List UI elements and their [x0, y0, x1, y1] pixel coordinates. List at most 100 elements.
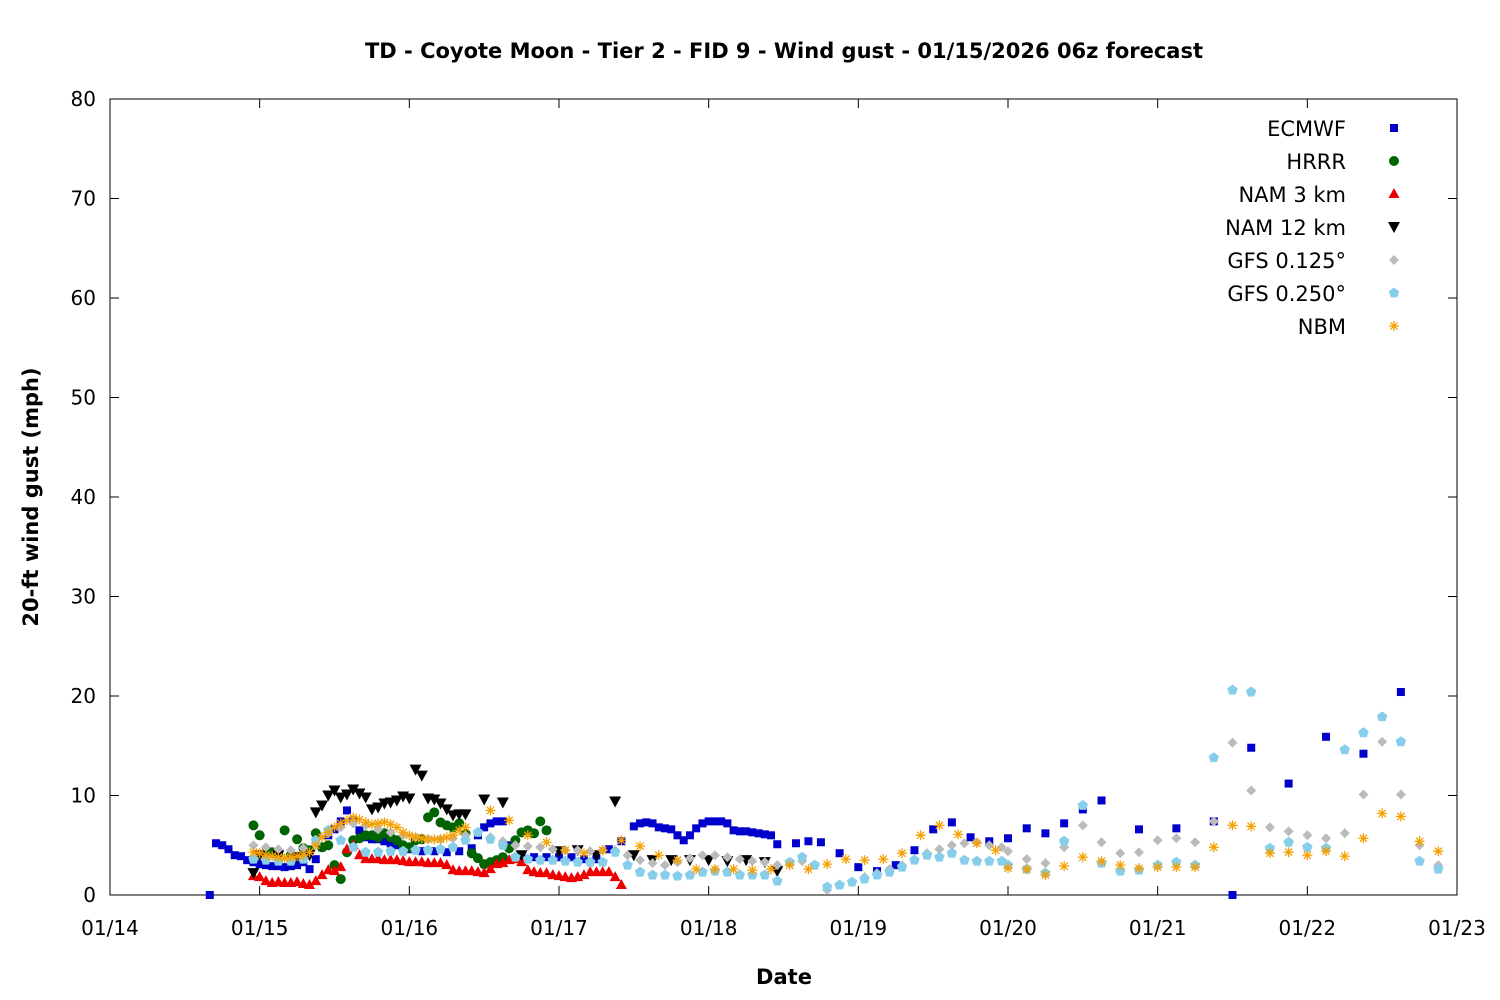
data-point: [460, 822, 471, 833]
data-point: [1228, 891, 1237, 899]
data-point: [224, 845, 233, 854]
data-point: [1395, 736, 1407, 747]
data-point: [230, 851, 239, 860]
data-point: [260, 875, 272, 886]
data-point: [772, 875, 783, 886]
data-point: [304, 879, 316, 890]
data-point: [522, 841, 533, 852]
data-point: [609, 846, 621, 857]
data-point: [661, 824, 670, 833]
x-tick-label: 01/23: [1428, 916, 1486, 940]
data-point: [510, 840, 521, 851]
data-point: [1414, 855, 1425, 866]
data-point: [1377, 808, 1388, 819]
data-point: [660, 860, 671, 871]
data-point: [859, 873, 870, 884]
legend-label: NAM 3 km: [1238, 183, 1346, 207]
y-tick-label: 20: [71, 684, 96, 708]
data-point: [854, 863, 863, 872]
data-point: [609, 871, 621, 882]
data-point: [541, 837, 552, 848]
data-point: [1433, 863, 1444, 874]
data-point: [846, 876, 858, 887]
data-point: [804, 837, 813, 846]
data-point: [1358, 833, 1369, 844]
data-point: [659, 869, 671, 880]
data-point: [359, 792, 372, 804]
data-point: [260, 842, 271, 853]
data-point: [355, 826, 364, 835]
data-point: [522, 864, 534, 875]
data-point: [1227, 737, 1238, 748]
data-point: [410, 832, 421, 843]
data-point: [1003, 846, 1013, 857]
data-point: [342, 806, 351, 815]
data-point: [791, 839, 800, 848]
data-point: [1376, 711, 1388, 722]
data-point: [822, 859, 833, 870]
data-point: [1021, 854, 1032, 865]
data-point: [348, 841, 359, 852]
data-point: [480, 823, 489, 832]
data-point: [1097, 796, 1106, 805]
data-point: [665, 855, 678, 867]
data-point: [597, 856, 608, 867]
data-point: [747, 856, 758, 867]
data-point: [567, 853, 576, 862]
y-tick-label: 80: [71, 87, 96, 111]
data-point: [679, 836, 688, 845]
data-point: [311, 855, 320, 864]
data-point: [773, 840, 782, 849]
x-tick-label: 01/17: [530, 916, 588, 940]
data-point: [447, 830, 458, 841]
y-tick-label: 70: [71, 187, 96, 211]
data-point: [1246, 785, 1257, 796]
data-point: [934, 844, 945, 855]
data-point: [1133, 863, 1144, 874]
y-tick-label: 50: [71, 386, 96, 410]
data-point: [1302, 841, 1313, 852]
legend-label: ECMWF: [1267, 117, 1346, 141]
data-point: [672, 855, 683, 866]
data-point: [709, 864, 720, 875]
data-point: [1115, 860, 1126, 871]
data-point: [403, 793, 416, 805]
data-point: [1040, 870, 1051, 881]
data-point: [1339, 828, 1350, 839]
data-point: [335, 861, 347, 872]
legend-marker: [1389, 255, 1399, 265]
data-point: [310, 840, 321, 851]
data-point: [454, 818, 465, 829]
data-point: [323, 840, 334, 851]
data-point: [759, 857, 770, 868]
data-point: [547, 844, 558, 855]
data-point: [323, 827, 334, 838]
data-point: [691, 864, 702, 875]
data-point: [373, 824, 384, 835]
data-point: [372, 802, 385, 814]
data-point: [1096, 856, 1107, 867]
data-point: [434, 798, 447, 810]
data-point: [947, 818, 956, 827]
legend-item-gfs-0-250: GFS 0.250°: [1227, 282, 1400, 306]
data-point: [1171, 862, 1182, 873]
data-point: [255, 860, 264, 869]
legend-marker: [1390, 124, 1398, 132]
data-point: [212, 839, 221, 848]
data-point: [1077, 852, 1088, 863]
legend-item-nam-3-km: NAM 3 km: [1238, 183, 1400, 207]
data-point: [530, 853, 539, 862]
data-point: [878, 854, 889, 865]
data-point: [603, 866, 615, 877]
data-point: [629, 822, 638, 831]
data-point: [729, 826, 738, 835]
data-point: [871, 869, 883, 880]
data-point: [809, 859, 820, 870]
data-point: [298, 843, 309, 854]
data-point: [1358, 789, 1369, 800]
data-point: [953, 829, 964, 840]
data-point: [328, 785, 341, 797]
data-point: [547, 854, 558, 865]
data-point: [728, 864, 739, 875]
